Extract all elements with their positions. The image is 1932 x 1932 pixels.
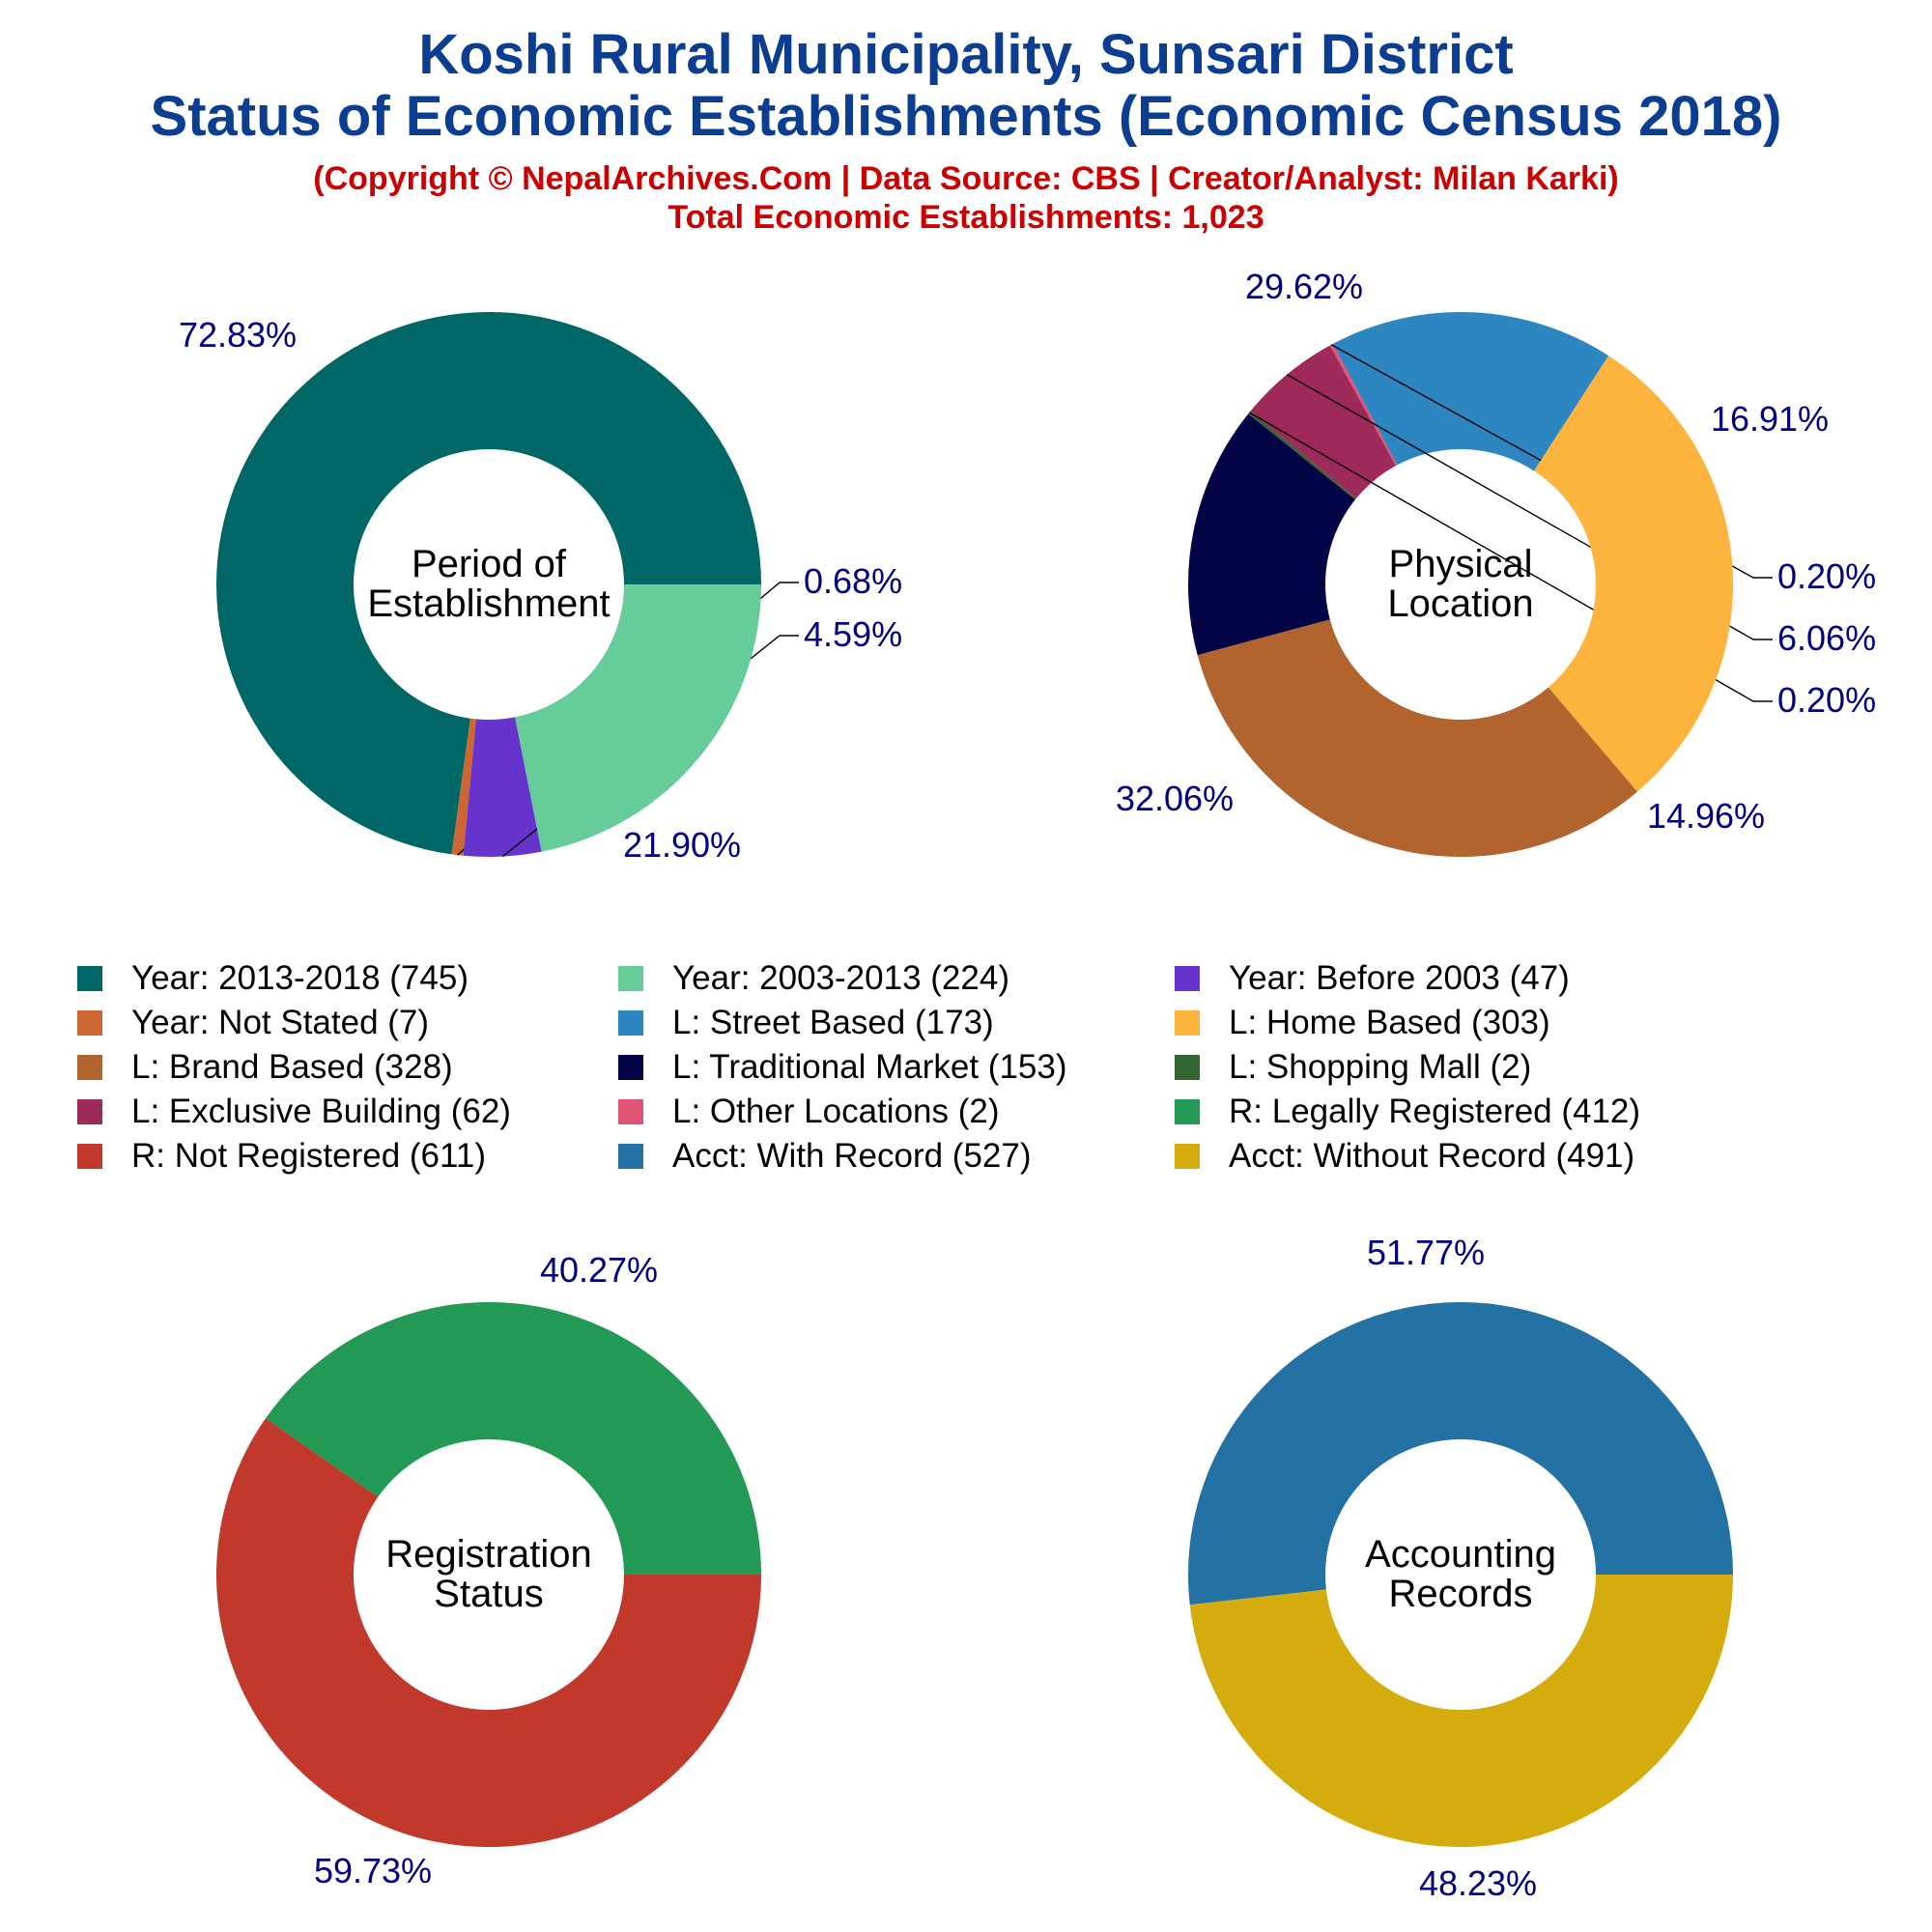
legend-label: L: Home Based (303) [1229,1004,1550,1041]
slice-percent-label: 21.90% [623,825,741,865]
legend-swatch [77,1010,102,1036]
donut-chart-physical-location: 16.91% 0.20% 6.06% 0.20% 14.96% 32.06% 29.62% P… [1116,267,1876,857]
leader-line-l-exclusive-building [1286,374,1773,640]
legend-swatch [1175,1099,1200,1124]
donut-slice-l-exclusive-building [1250,345,1396,498]
legend-item-year-before-2003: Year: Before 2003 (47) [1175,959,1570,997]
legend-swatch [618,1099,643,1124]
legend-swatch [77,966,102,991]
legend-swatch [77,1099,102,1124]
legend-item-l-other-locations: L: Other Locations (2) [618,1093,1000,1130]
slice-percent-label: 48.23% [1419,1863,1537,1903]
legend-swatch [1175,1055,1200,1080]
donut-slice-acct-without-record [1189,1575,1733,1847]
legend-swatch [618,966,643,991]
slice-percent-label: 40.27% [540,1250,658,1290]
donut-center-label: Accounting [1365,1533,1556,1576]
chart-title-line-2: Status of Economic Establishments (Econo… [151,85,1782,148]
legend-item-l-brand-based: L: Brand Based (328) [77,1048,453,1086]
donut-center-label: Location [1387,582,1533,625]
slice-percent-label: 51.77% [1367,1233,1485,1272]
legend-swatch [1175,966,1200,991]
slice-percent-label: 14.96% [1647,796,1765,836]
legend-swatch [1175,1010,1200,1036]
donut-center-label: Records [1389,1573,1533,1615]
slice-percent-label: 6.06% [1777,618,1876,658]
legend-label: R: Legally Registered (412) [1229,1093,1640,1130]
legend-item-l-street-based: L: Street Based (173) [618,1004,994,1041]
donut-slice-r-not-registered [215,1418,762,1848]
legend-swatch [77,1055,102,1080]
legend-item-l-exclusive-building: L: Exclusive Building (62) [77,1093,511,1130]
donut-slice-year-not-stated [451,718,476,856]
donut-center-label: Period of [412,543,567,585]
donut-center-label: Registration [385,1533,591,1576]
chart-subtitle-line-1: (Copyright © NepalArchives.Com | Data So… [313,160,1618,197]
slice-percent-label: 0.20% [1777,556,1876,596]
slice-percent-label: 59.73% [314,1851,432,1890]
legend-item-year-2003-2013: Year: 2003-2013 (224) [618,959,1009,997]
slice-percent-label: 29.62% [1245,267,1363,306]
donut-slice-l-street-based [1332,312,1609,471]
legend-label: L: Street Based (173) [672,1004,994,1041]
donut-center-label: Establishment [367,582,610,625]
donut-slice-l-shopping-mall [1248,411,1356,500]
legend-swatch [618,1010,643,1036]
header: Koshi Rural Municipality, Sunsari Distri… [151,23,1782,236]
legend-item-r-legally-registered: R: Legally Registered (412) [1175,1093,1640,1130]
chart-title-line-1: Koshi Rural Municipality, Sunsari Distri… [418,23,1513,86]
legend-label: Acct: With Record (527) [672,1137,1032,1175]
slice-percent-label: 4.59% [804,614,902,654]
leader-line-l-other-locations [1330,344,1773,579]
donut-slice-r-legally-registered [266,1302,761,1575]
legend-label: L: Traditional Market (153) [672,1048,1067,1086]
chart-subtitle-line-2: Total Economic Establishments: 1,023 [668,199,1264,236]
legend-item-acct-without-record: Acct: Without Record (491) [1175,1137,1634,1175]
legend-label: Acct: Without Record (491) [1229,1137,1634,1175]
legend-label: L: Brand Based (328) [131,1048,453,1086]
slice-percent-label: 72.83% [179,315,297,355]
legend-label: Year: 2013-2018 (745) [131,959,469,997]
legend-item-acct-with-record: Acct: With Record (527) [618,1137,1032,1175]
legend-swatch [618,1144,643,1169]
legend-label: L: Exclusive Building (62) [131,1093,511,1130]
donut-slice-acct-with-record [1188,1301,1733,1605]
legend-label: Year: 2003-2013 (224) [672,959,1009,997]
donut-slice-l-brand-based [1197,619,1638,857]
leader-line-l-shopping-mall [1248,412,1773,702]
legend-item-l-home-based: L: Home Based (303) [1175,1004,1550,1041]
legend-swatch [77,1144,102,1169]
donut-slice-l-other-locations [1329,343,1398,467]
donut-chart-period-of-establishment: 72.83% 0.68% 4.59% 21.90% Period ofEstablish… [179,311,902,865]
legend-item-r-not-registered: R: Not Registered (611) [77,1137,486,1175]
donut-center-label: Physical [1389,543,1533,585]
donut-center-label: Status [434,1573,543,1615]
legend-label: Year: Not Stated (7) [131,1004,429,1041]
donut-slice-l-traditional-market [1188,413,1355,656]
slice-percent-label: 16.91% [1711,399,1829,439]
legend-item-l-shopping-mall: L: Shopping Mall (2) [1175,1048,1531,1086]
legend-item-year-2013-2018: Year: 2013-2018 (745) [77,959,469,997]
legend-swatch [1175,1144,1200,1169]
donut-slice-year-2003-2013 [515,584,761,852]
slice-percent-label: 0.68% [804,561,902,601]
donut-slice-year-2013-2018 [215,311,761,855]
legend-label: L: Shopping Mall (2) [1229,1048,1531,1086]
legend-label: R: Not Registered (611) [131,1137,486,1175]
slice-percent-label: 0.20% [1777,680,1876,720]
slice-percent-label: 32.06% [1116,779,1234,818]
donut-slice-year-before-2003 [463,717,542,857]
legend-label: L: Other Locations (2) [672,1093,1000,1130]
legend-item-l-traditional-market: L: Traditional Market (153) [618,1048,1067,1086]
legend-item-year-not-stated: Year: Not Stated (7) [77,1004,429,1041]
legend-swatch [618,1055,643,1080]
legend-label: Year: Before 2003 (47) [1229,959,1570,997]
donut-slice-l-home-based [1534,355,1733,792]
legend: Year: 2013-2018 (745) Year: 2003-2013 (22… [77,959,1640,1175]
